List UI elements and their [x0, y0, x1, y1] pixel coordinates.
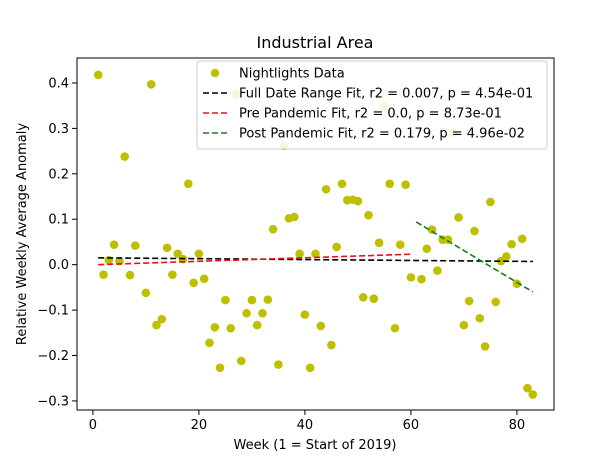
x-tick-label: 40 — [297, 418, 314, 433]
legend-label: Post Pandemic Fit, r2 = 0.179, p = 4.96e… — [239, 127, 525, 142]
chart-title: Industrial Area — [257, 33, 374, 52]
data-point — [109, 240, 119, 249]
data-point — [454, 213, 463, 222]
y-tick-label: 0.3 — [48, 122, 69, 137]
data-point — [491, 297, 501, 307]
data-point — [321, 184, 331, 194]
fit-line-1 — [98, 257, 533, 263]
legend-label: Full Date Range Fit, r2 = 0.007, p = 4.5… — [239, 87, 533, 102]
data-point — [374, 238, 384, 248]
data-point — [422, 244, 432, 254]
data-point — [274, 360, 283, 369]
y-tick-label: 0.2 — [48, 167, 69, 182]
data-point — [168, 270, 177, 279]
data-point — [215, 363, 225, 373]
data-point — [427, 225, 437, 234]
data-point — [311, 249, 320, 259]
data-point — [433, 266, 442, 275]
x-tick-label: 20 — [191, 418, 208, 433]
data-point — [184, 179, 193, 189]
data-point — [337, 179, 347, 189]
data-point — [226, 323, 235, 333]
data-point — [141, 288, 151, 298]
data-point — [199, 274, 209, 284]
data-point — [205, 338, 214, 348]
legend-box — [196, 60, 548, 150]
data-point — [470, 226, 479, 236]
fit-line-2 — [98, 253, 411, 266]
data-point — [517, 234, 527, 244]
legend-label: Pre Pandemic Fit, r2 = 0.0, p = 8.73e-01 — [239, 107, 502, 122]
data-point — [258, 308, 267, 318]
data-point — [332, 242, 342, 252]
data-point — [480, 342, 490, 351]
data-point — [173, 249, 182, 259]
data-point — [486, 197, 495, 207]
data-point — [189, 278, 198, 288]
data-point — [237, 356, 246, 366]
data-point — [396, 240, 405, 249]
data-point — [210, 323, 220, 332]
data-point — [268, 224, 278, 234]
x-tick-label: 0 — [89, 418, 97, 433]
data-point — [316, 321, 326, 331]
data-point — [221, 295, 230, 305]
data-point — [194, 249, 204, 259]
y-tick-label: −0.2 — [37, 349, 69, 364]
data-point — [263, 295, 273, 304]
legend: Nightlights Data Full Date Range Fit, r2 … — [196, 60, 548, 150]
y-tick-label: −0.1 — [37, 304, 69, 319]
plot-area — [93, 70, 538, 399]
data-point — [162, 243, 172, 253]
data-point — [507, 239, 516, 249]
data-point — [305, 363, 315, 373]
data-point — [369, 294, 379, 304]
data-point — [242, 308, 251, 318]
data-point — [252, 320, 262, 330]
data-point — [528, 390, 538, 399]
data-point — [401, 180, 410, 190]
data-point — [464, 296, 474, 306]
data-point — [104, 255, 114, 265]
y-axis-title: Relative Weekly Average Anomaly — [15, 123, 30, 345]
y-tick-label: 0.0 — [48, 258, 69, 273]
data-point — [512, 279, 522, 289]
data-point — [353, 196, 363, 206]
data-point — [502, 252, 511, 261]
y-tick-label: −0.3 — [37, 394, 69, 409]
data-point — [406, 273, 416, 282]
data-point — [152, 320, 161, 330]
data-point — [417, 274, 426, 284]
data-point — [120, 152, 129, 161]
x-tick-label: 80 — [509, 418, 526, 433]
data-point — [157, 314, 167, 324]
axis-ticks: 0 20 40 60 80 −0.3 −0.2 −0.1 0.0 0.1 0.2 0.3 0.4 — [37, 76, 525, 433]
legend-label: Nightlights Data — [239, 67, 345, 82]
x-tick-label: 60 — [403, 418, 420, 433]
data-point — [327, 340, 336, 350]
data-point — [475, 313, 485, 323]
data-point — [523, 383, 532, 393]
axes-frame — [76, 57, 555, 411]
data-point — [385, 179, 395, 189]
data-point — [93, 70, 103, 80]
data-point — [125, 270, 135, 280]
y-tick-label: 0.4 — [48, 76, 69, 91]
data-point — [300, 310, 310, 319]
data-point — [364, 210, 373, 220]
legend-marker — [210, 68, 220, 78]
data-point — [459, 320, 469, 330]
data-point — [290, 212, 299, 222]
x-axis-title: Week (1 = Start of 2019) — [234, 438, 397, 453]
data-point — [295, 249, 304, 259]
data-point — [358, 293, 368, 302]
y-tick-label: 0.1 — [48, 213, 69, 228]
data-point — [99, 270, 108, 279]
data-point — [146, 80, 156, 89]
data-point — [131, 241, 140, 250]
data-point — [247, 295, 257, 305]
fit-line-3 — [415, 221, 534, 293]
data-point — [390, 323, 400, 333]
